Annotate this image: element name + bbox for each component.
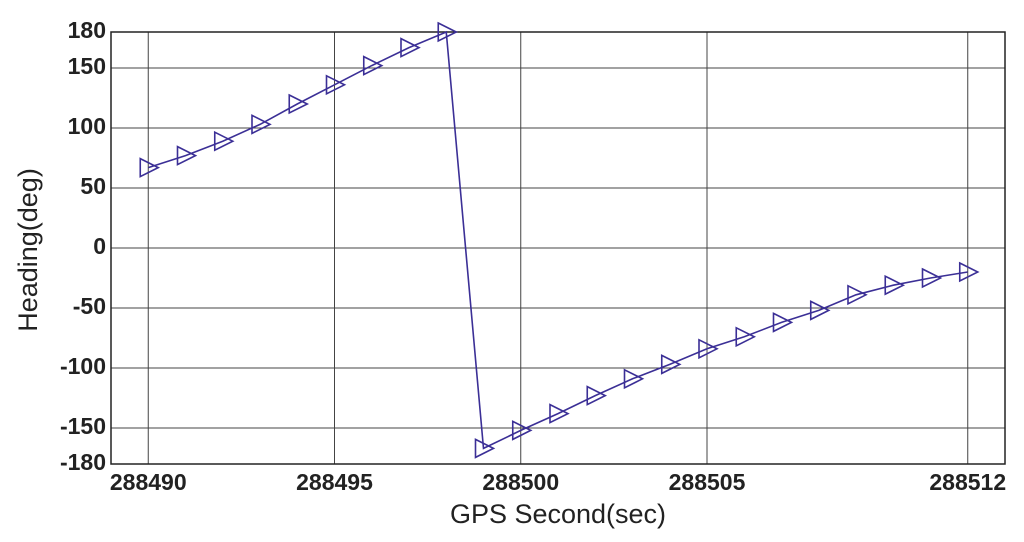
y-tick-label: -150 bbox=[60, 413, 106, 439]
point-marker bbox=[474, 438, 496, 459]
series-line bbox=[148, 30, 968, 450]
point-marker bbox=[958, 261, 980, 283]
point-marker bbox=[735, 326, 757, 348]
point-marker bbox=[139, 157, 161, 178]
point-marker bbox=[660, 354, 682, 375]
point-marker bbox=[847, 284, 868, 306]
x-tick-label: 288500 bbox=[482, 469, 559, 495]
point-marker bbox=[437, 21, 459, 43]
y-tick-label: -180 bbox=[60, 449, 106, 475]
y-tick-label: 0 bbox=[93, 233, 106, 259]
y-axis-label: Heading(deg) bbox=[13, 168, 43, 332]
y-tick-label: -100 bbox=[60, 353, 106, 379]
y-tick-label: 100 bbox=[68, 113, 106, 139]
point-marker bbox=[549, 403, 570, 424]
plot-frame bbox=[110, 31, 1006, 465]
point-marker bbox=[772, 312, 794, 333]
point-marker bbox=[921, 267, 943, 289]
point-marker bbox=[586, 385, 608, 406]
y-tick-label: 50 bbox=[80, 173, 106, 199]
point-marker bbox=[288, 93, 310, 115]
point-marker bbox=[325, 74, 347, 96]
point-marker bbox=[623, 368, 645, 390]
point-marker bbox=[884, 274, 906, 296]
x-axis-label: GPS Second(sec) bbox=[450, 499, 666, 529]
point-marker bbox=[698, 338, 719, 360]
x-tick-label: 288490 bbox=[110, 469, 187, 495]
point-marker bbox=[176, 145, 198, 166]
x-tick-label: 288505 bbox=[669, 469, 746, 495]
point-marker bbox=[511, 420, 533, 441]
x-tick-label: 288512 bbox=[929, 469, 1006, 495]
y-tick-label: 150 bbox=[68, 53, 106, 79]
point-marker bbox=[400, 37, 421, 58]
y-tick-label: 180 bbox=[68, 17, 106, 43]
x-tick-label: 288495 bbox=[296, 469, 373, 495]
y-tick-label: -50 bbox=[73, 293, 106, 319]
point-marker bbox=[362, 55, 384, 76]
point-marker bbox=[213, 130, 235, 152]
point-marker bbox=[809, 300, 831, 321]
point-marker bbox=[251, 114, 272, 135]
